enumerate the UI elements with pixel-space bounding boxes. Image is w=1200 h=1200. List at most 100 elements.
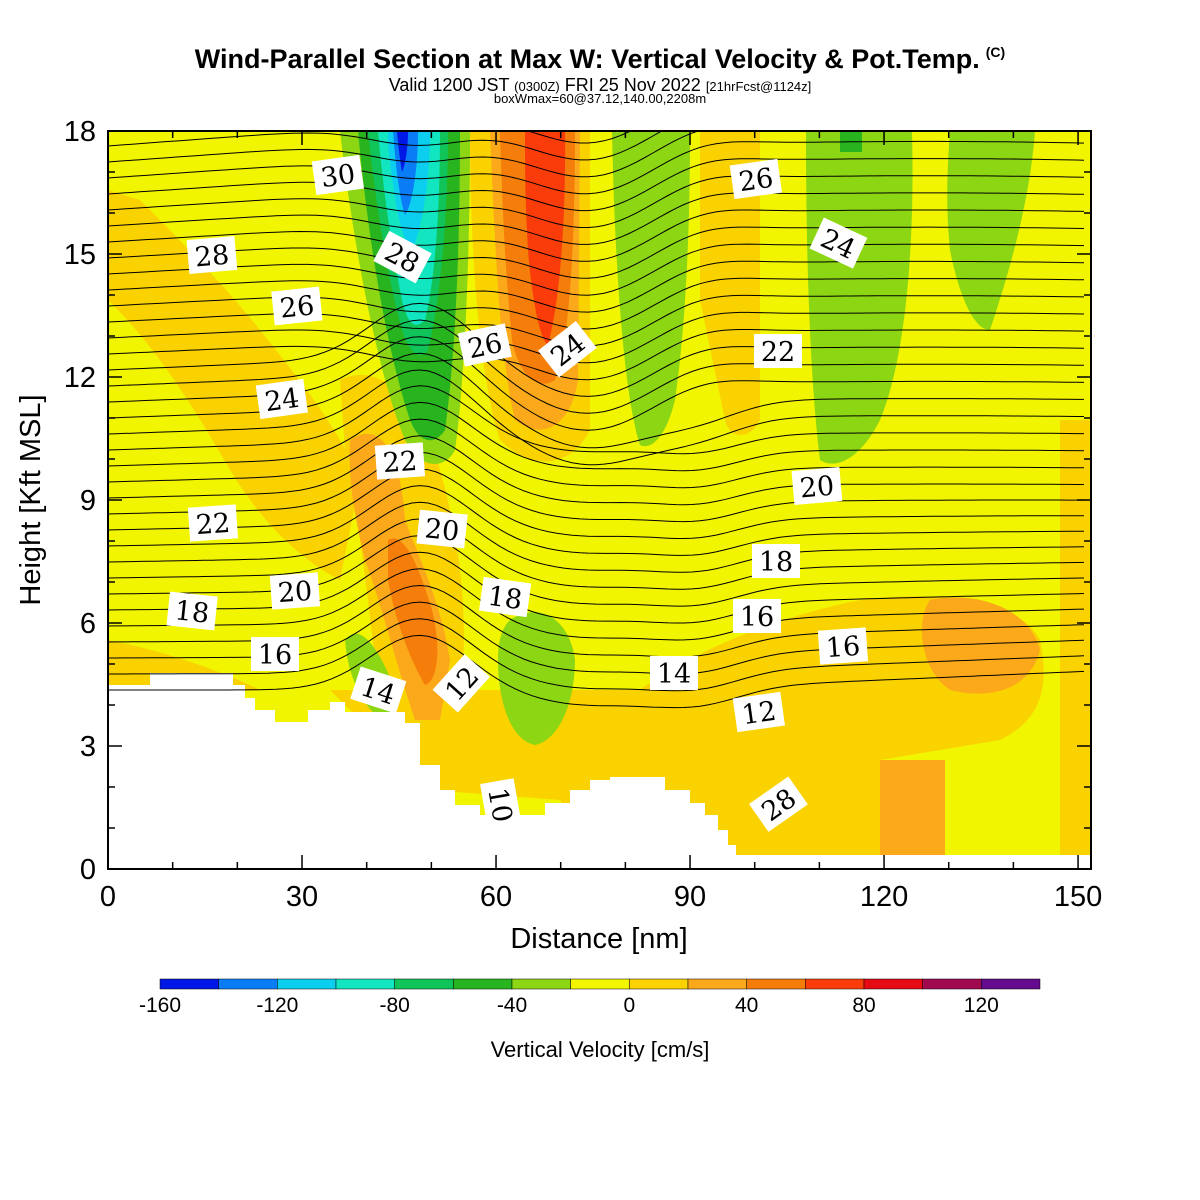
x-tick-label: 120 [860,881,908,913]
svg-text:16: 16 [258,640,292,671]
colorbar-swatch [863,978,923,990]
isentrope-label: 18 [479,576,532,618]
isentrope-label: 14 [650,656,698,690]
colorbar-swatch [453,978,513,990]
isentrope-line [108,501,1085,573]
svg-text:26: 26 [465,328,505,365]
isentrope-label: 20 [791,466,843,506]
colorbar-swatch [805,978,865,990]
isentrope-line [108,131,700,178]
isentrope-line [108,568,1085,641]
isentrope-label: 26 [729,158,782,200]
colorbar-swatch [394,978,454,990]
svg-text:22: 22 [382,446,418,479]
y-tick-label: 18 [64,116,96,148]
x-tick-label: 90 [674,881,706,913]
isentrope-line [526,131,632,144]
isentrope-line [108,226,1085,279]
shading-layer [108,131,1091,869]
isentrope-line [108,385,1084,455]
downdraft-band [498,612,575,745]
isentrope-line [108,451,1084,523]
y-tick-label: 9 [80,485,96,517]
isentrope-line [108,618,1085,692]
isentrope-label: 22 [187,504,239,542]
colorbar: -160 -120 -80 -40 0 40 80 120 [139,978,1041,1017]
svg-text:10: 10 [481,785,517,824]
x-tick-label: 60 [480,881,512,913]
isentrope-line [108,294,1085,347]
valid-time: Valid 1200 JST [388,75,510,95]
isentrope-line [108,260,1085,313]
isentrope-line [108,319,1085,414]
isentrope-label: 20 [416,509,468,549]
svg-text:20: 20 [799,471,836,505]
colorbar-title: Vertical Velocity [cm/s] [491,1037,710,1062]
colorbar-swatch [922,978,982,990]
isentrope-label: 12 [732,691,785,733]
x-axis-title: Distance [nm] [510,923,687,955]
svg-text:26: 26 [278,290,315,324]
isentrope-lines [108,131,1085,709]
box-info: boxWmax=60@37.12,140.00,2208m [493,91,707,106]
updraft-band [700,131,760,435]
isentrope-label: 16 [733,599,781,633]
isentrope-line [108,435,1084,506]
chart-subtitle: Valid 1200 JST (0300Z) FRI 25 Nov 2022 [… [0,75,1200,96]
y-tick-label: 12 [64,362,96,394]
colorbar-swatch [629,978,689,990]
isentrope-label: 18 [752,544,800,578]
svg-text:20: 20 [277,576,313,609]
isentrope-line [108,369,1084,466]
colorbar-swatch [981,978,1041,990]
isentrope-label: 30 [311,154,364,196]
isentrope-line [108,329,1085,381]
isentrope-label: 16 [817,627,869,665]
isentrope-label: 24 [255,378,308,420]
isentrope-line [108,140,1085,195]
svg-text:16: 16 [825,631,861,664]
updraft-band [1060,420,1091,869]
colorbar-tick-label: -40 [497,994,527,1017]
downdraft-band [806,131,913,464]
isentrope-line [108,518,1085,590]
x-tick-label: 0 [100,881,116,913]
isentrope-label: 22 [374,442,426,480]
colorbar-swatch [277,978,337,990]
chart-title: Wind-Parallel Section at Max W: Vertical… [0,44,1200,75]
isentrope-line [108,192,1085,245]
copyright-mark: (C) [985,44,1006,60]
downdraft-band [947,131,1035,330]
isentrope-line [108,535,1085,607]
svg-text:22: 22 [761,337,795,368]
colorbar-swatch [335,978,395,990]
downdraft-band [612,131,690,447]
updraft-core [880,760,945,869]
y-tick-label: 0 [80,854,96,886]
svg-text:22: 22 [195,508,231,541]
isentrope-label: 16 [251,637,299,671]
isentrope-line [108,634,1085,709]
colorbar-swatch [218,978,278,990]
svg-text:18: 18 [759,547,793,578]
svg-text:12: 12 [740,696,778,731]
colorbar-tick-label: -120 [256,994,298,1017]
isentrope-label: 10 [480,778,522,832]
forecast-info: [21hrFcst@1124z] [705,79,812,94]
colorbar-tick-label: 40 [735,994,758,1017]
svg-text:14: 14 [657,659,691,690]
isentrope-line [108,243,1085,296]
svg-text:18: 18 [173,595,210,629]
colorbar-tick-label: -80 [379,994,409,1017]
y-tick-label: 3 [80,731,96,763]
isentrope-line [108,158,1085,212]
colorbar-tick-label: 0 [623,994,635,1017]
isentrope-label: 18 [166,591,218,631]
axis-ticks [107,130,1091,870]
isentrope-line [108,311,1085,364]
isentrope-line [108,401,1085,472]
svg-text:24: 24 [263,383,301,418]
svg-text:18: 18 [486,581,524,616]
